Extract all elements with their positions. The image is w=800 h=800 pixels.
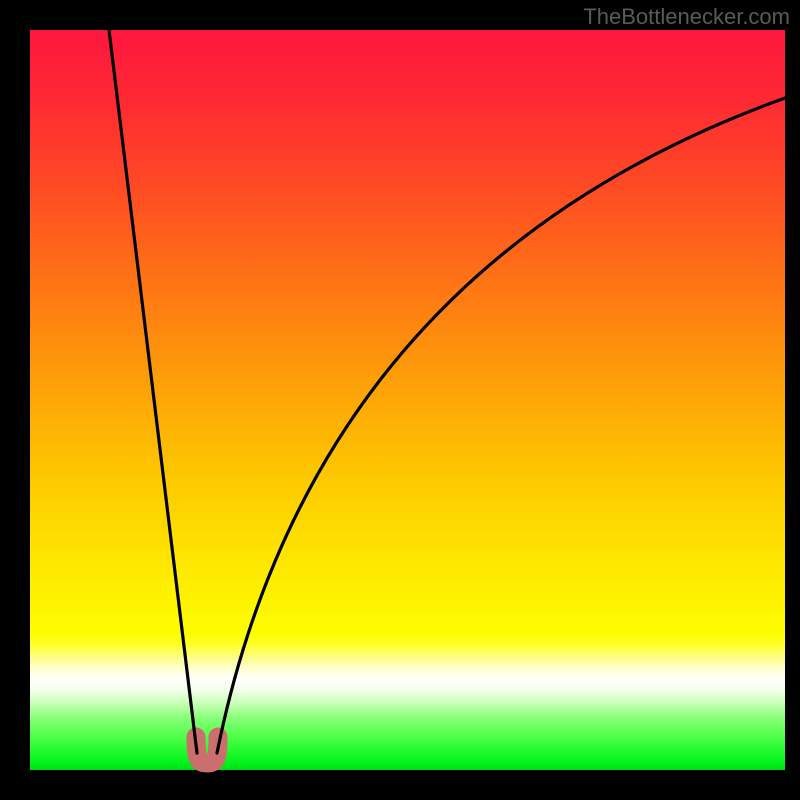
bottleneck-chart bbox=[0, 0, 800, 800]
plot-background bbox=[30, 30, 785, 770]
watermark-text: TheBottlenecker.com bbox=[583, 4, 790, 30]
stage: TheBottlenecker.com bbox=[0, 0, 800, 800]
